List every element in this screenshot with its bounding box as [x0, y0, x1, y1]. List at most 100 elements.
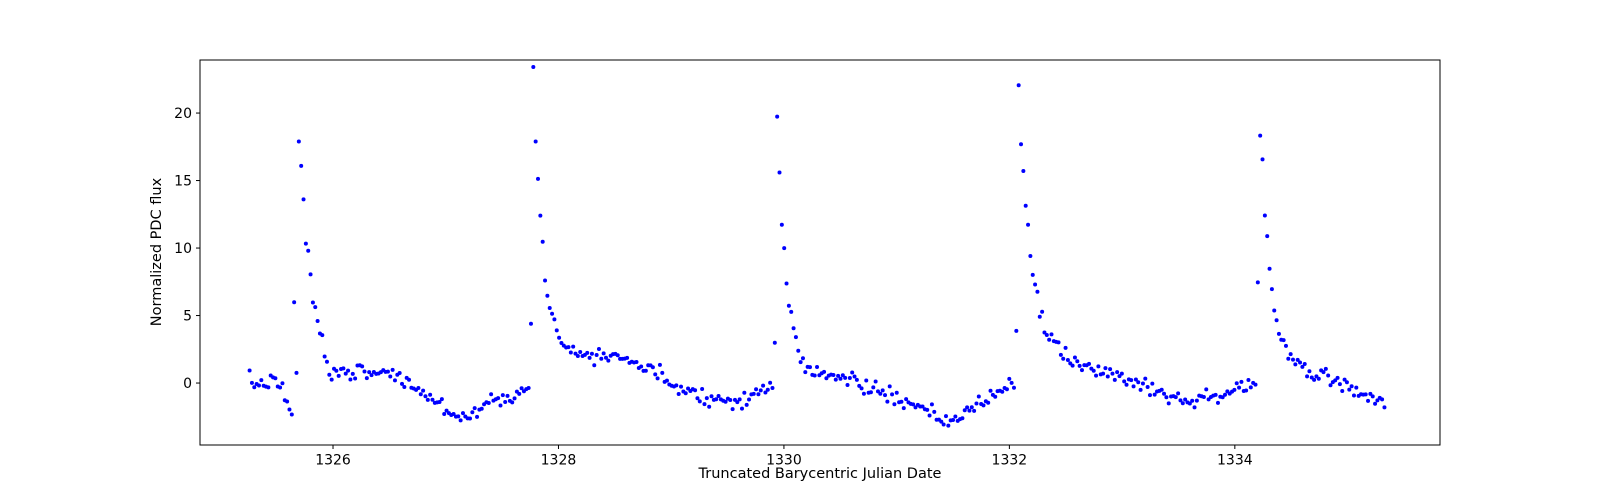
data-point [704, 396, 709, 401]
data-point [761, 383, 766, 388]
data-point [256, 383, 261, 388]
data-point [1061, 356, 1066, 361]
data-point [683, 391, 688, 396]
data-point [1291, 357, 1295, 362]
data-point [1298, 360, 1303, 365]
data-point [1014, 328, 1019, 333]
data-point [407, 377, 412, 382]
data-point [437, 399, 442, 404]
data-point [496, 396, 501, 401]
data-point [770, 385, 775, 390]
data-point [643, 368, 648, 373]
data-point [1283, 343, 1288, 348]
data-point [1272, 308, 1277, 313]
data-point [831, 372, 836, 377]
data-point [676, 392, 681, 397]
x-tick-label: 1326 [315, 453, 351, 469]
data-point [939, 419, 944, 424]
data-point [425, 397, 430, 402]
data-point [489, 392, 494, 397]
data-point [1248, 385, 1253, 390]
data-point [1129, 378, 1134, 383]
data-point [430, 397, 435, 402]
data-point [498, 403, 503, 408]
data-point [850, 370, 855, 375]
data-point [679, 384, 684, 389]
data-point [838, 376, 843, 381]
data-point [1204, 387, 1209, 392]
data-point [519, 386, 524, 391]
data-point [587, 355, 592, 360]
data-point [456, 414, 461, 419]
data-point [543, 278, 548, 283]
data-point [1190, 398, 1195, 403]
data-point [920, 404, 925, 409]
data-point [528, 321, 533, 326]
data-point [526, 386, 531, 391]
data-point [657, 362, 662, 367]
data-point [1070, 363, 1075, 368]
data-point [1077, 363, 1082, 368]
data-point [1023, 203, 1028, 208]
data-point [859, 386, 864, 391]
data-point [686, 386, 691, 391]
data-point [1094, 373, 1099, 378]
data-point [1103, 366, 1108, 371]
data-point [890, 392, 895, 397]
data-point [334, 368, 339, 373]
data-point [1133, 377, 1138, 382]
data-point [1239, 379, 1244, 384]
data-point [747, 397, 752, 402]
data-point [751, 391, 756, 396]
data-point [559, 340, 564, 345]
data-point [1091, 368, 1096, 373]
data-point [308, 272, 313, 277]
data-point [765, 387, 770, 392]
data-point [289, 412, 294, 417]
data-point [1260, 157, 1265, 162]
data-point [322, 354, 327, 359]
data-point [1342, 377, 1347, 382]
data-point [348, 377, 353, 382]
data-point [589, 351, 594, 356]
data-point [1370, 394, 1375, 399]
data-point [350, 371, 355, 376]
data-point [346, 368, 351, 373]
data-point [653, 372, 658, 377]
data-point [444, 408, 449, 413]
data-point [439, 397, 444, 402]
data-point [458, 418, 463, 423]
y-tick-label: 10 [174, 241, 192, 257]
data-point [259, 378, 264, 383]
data-point [1124, 382, 1129, 387]
data-point [911, 402, 916, 407]
data-point [1131, 384, 1136, 389]
data-point [782, 246, 787, 251]
data-point [976, 394, 981, 399]
data-point [1028, 254, 1033, 259]
data-point [639, 364, 644, 369]
data-point [962, 408, 967, 413]
data-point [421, 388, 426, 393]
data-point [1366, 398, 1371, 403]
data-point [993, 394, 998, 399]
data-point [1213, 392, 1218, 397]
data-point [566, 345, 571, 350]
data-point [315, 318, 320, 323]
data-point [1147, 393, 1152, 398]
data-point [1180, 401, 1185, 406]
data-point [364, 376, 369, 381]
data-point [1164, 395, 1169, 400]
data-point [840, 373, 845, 378]
data-point [247, 368, 252, 373]
data-point [575, 354, 580, 358]
data-point [723, 399, 728, 404]
data-point [1380, 397, 1385, 402]
data-point [796, 348, 801, 353]
data-point [1016, 83, 1021, 88]
data-point [1159, 387, 1164, 392]
y-tick-label: 20 [174, 106, 192, 122]
data-point [1201, 394, 1206, 399]
